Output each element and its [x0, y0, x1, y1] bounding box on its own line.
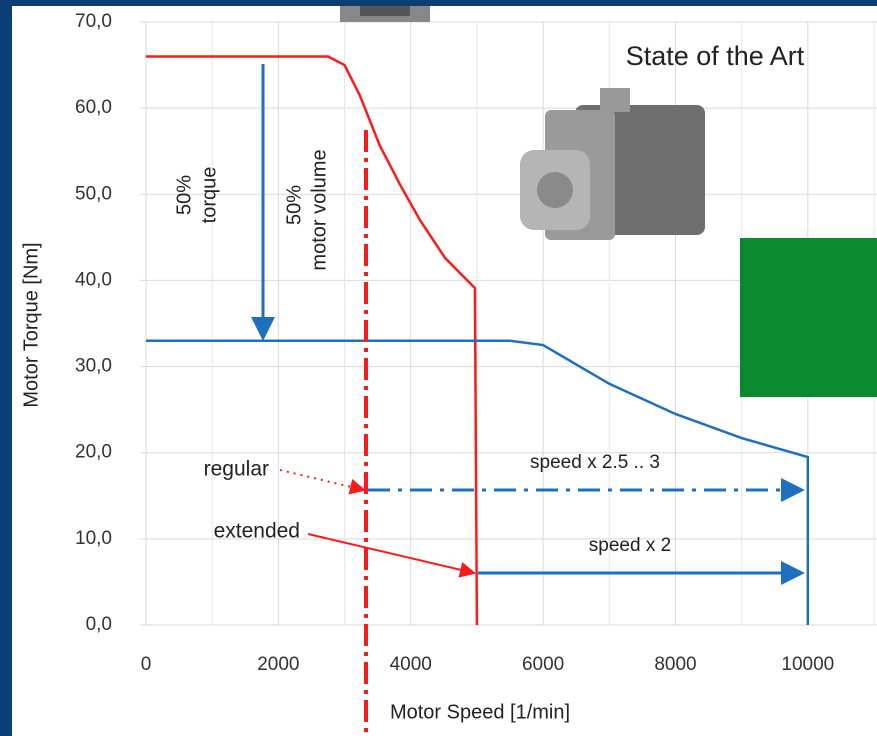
y-tick-label: 20,0 [75, 442, 112, 463]
y-tick-label: 0,0 [86, 614, 112, 635]
annotation: torque [198, 167, 220, 224]
y-tick-label: 10,0 [75, 528, 112, 549]
x-tick-label: 10000 [781, 654, 834, 675]
x-tick-label: 8000 [654, 654, 696, 675]
annotation: 50% [283, 185, 305, 225]
chart-title: State of the Art [626, 41, 805, 71]
annotation: extended [214, 520, 300, 543]
x-tick-label: 2000 [257, 654, 299, 675]
y-tick-label: 70,0 [75, 11, 112, 32]
annotation: speed x 2.5 .. 3 [530, 452, 660, 473]
y-axis-label: Motor Torque [Nm] [20, 242, 42, 407]
annotation: regular [204, 458, 269, 481]
annotation: motor volume [308, 149, 330, 270]
y-tick-label: 60,0 [75, 97, 112, 118]
x-tick-label: 4000 [390, 654, 432, 675]
y-tick-label: 40,0 [75, 269, 112, 290]
chart: State of the Art Motor Speed [1/min] Mot… [0, 0, 877, 736]
green-box [740, 238, 877, 397]
x-tick-label: 0 [141, 654, 152, 675]
frame [0, 0, 877, 6]
annotation: 50% [173, 175, 195, 215]
x-axis-label: Motor Speed [1/min] [390, 701, 570, 723]
y-tick-label: 50,0 [75, 183, 112, 204]
y-tick-label: 30,0 [75, 356, 112, 377]
frame [0, 0, 12, 736]
annotation: speed x 2 [589, 535, 671, 556]
x-tick-label: 6000 [522, 654, 564, 675]
